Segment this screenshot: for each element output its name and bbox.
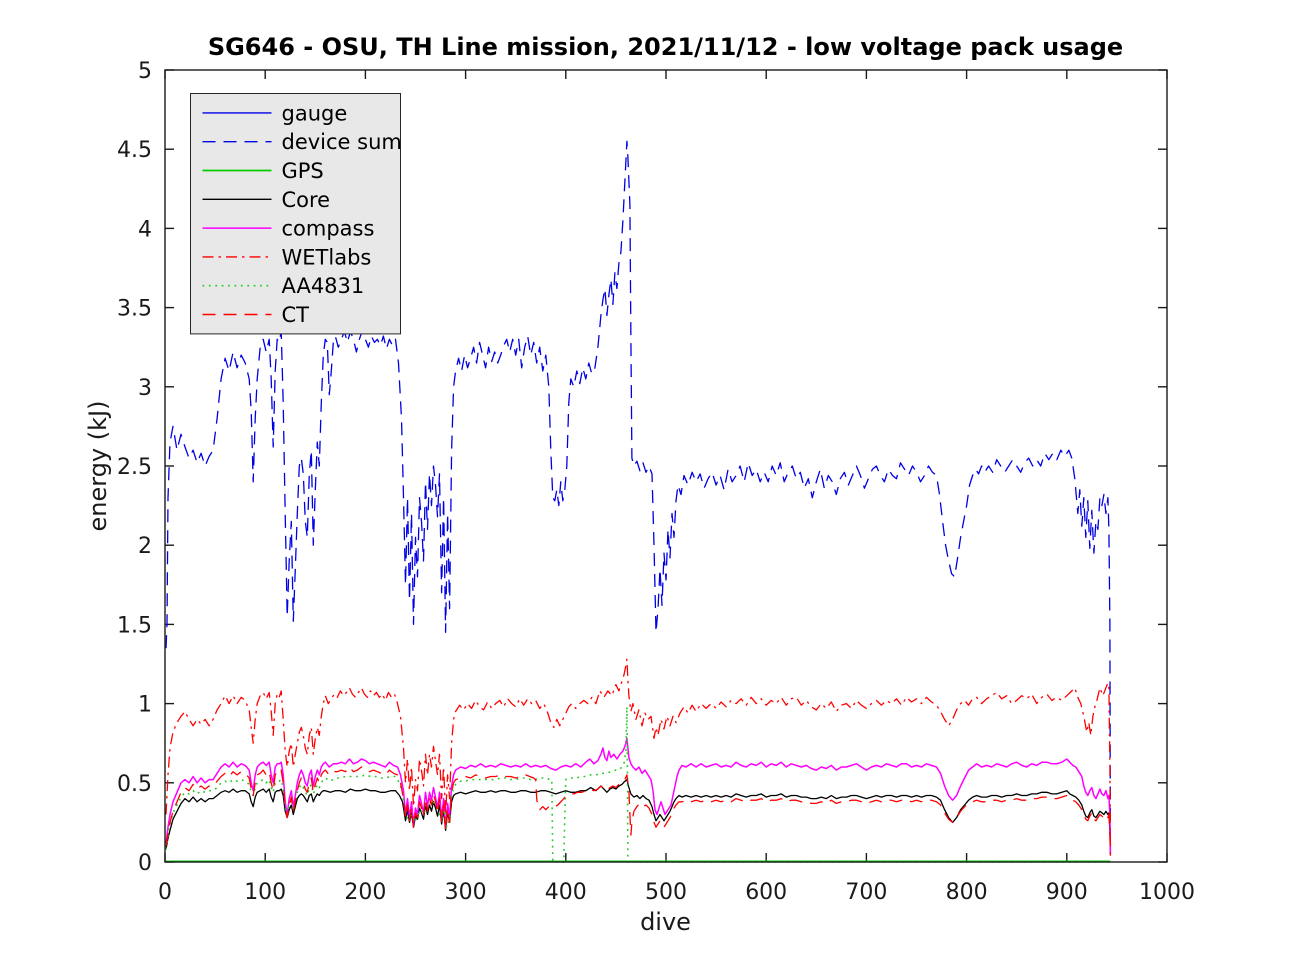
- y-tick-label: 5: [138, 59, 152, 84]
- y-tick-label: 4.5: [117, 138, 152, 163]
- axis-ticks: 0 100 200 300 400 500 600 700 800 900 1000 0 0.5 1 1.5…: [117, 59, 1195, 905]
- x-tick-label: 800: [946, 880, 988, 905]
- legend-label-aa4831: AA4831: [282, 274, 365, 298]
- y-tick-label: 1: [138, 693, 152, 718]
- x-tick-label: 1000: [1139, 880, 1195, 905]
- y-axis-label: energy (kJ): [84, 401, 112, 532]
- y-tick-label: 2: [138, 534, 152, 559]
- legend-label-core: Core: [282, 188, 331, 212]
- x-tick-label: 600: [745, 880, 787, 905]
- series-line-ct: [165, 766, 1112, 856]
- y-tick-label: 3.5: [117, 297, 152, 322]
- series-line-wetlabs: [165, 658, 1112, 847]
- y-tick-label: 0: [138, 851, 152, 876]
- x-tick-label: 400: [545, 880, 587, 905]
- legend-label-gauge: gauge: [282, 101, 348, 125]
- legend-label-device-sum: device sum: [282, 130, 402, 154]
- x-tick-label: 0: [158, 880, 172, 905]
- legend-box: [190, 93, 401, 335]
- legend-label-ct: CT: [282, 303, 310, 327]
- series-line-compass: [165, 737, 1112, 855]
- legend-label-gps: GPS: [282, 159, 324, 183]
- legend-label-wetlabs: WETlabs: [282, 245, 372, 269]
- x-tick-label: 700: [845, 880, 887, 905]
- series-line-device-sum: [165, 140, 1112, 850]
- y-tick-label: 1.5: [117, 613, 152, 638]
- y-tick-label: 0.5: [117, 772, 152, 797]
- x-tick-label: 900: [1046, 880, 1088, 905]
- x-tick-label: 200: [344, 880, 386, 905]
- y-tick-label: 2.5: [117, 455, 152, 480]
- legend: gauge device sum GPS Core compass WETlabs AA48…: [190, 93, 402, 335]
- y-tick-label: 3: [138, 376, 152, 401]
- x-tick-label: 500: [645, 880, 687, 905]
- x-tick-label: 300: [445, 880, 487, 905]
- x-tick-label: 100: [244, 880, 286, 905]
- x-axis-label: dive: [640, 908, 691, 936]
- plot-frame: [164, 69, 1168, 863]
- chart-title: SG646 - OSU, TH Line mission, 2021/11/12…: [208, 33, 1123, 61]
- legend-label-compass: compass: [282, 217, 375, 241]
- y-tick-label: 4: [138, 217, 152, 242]
